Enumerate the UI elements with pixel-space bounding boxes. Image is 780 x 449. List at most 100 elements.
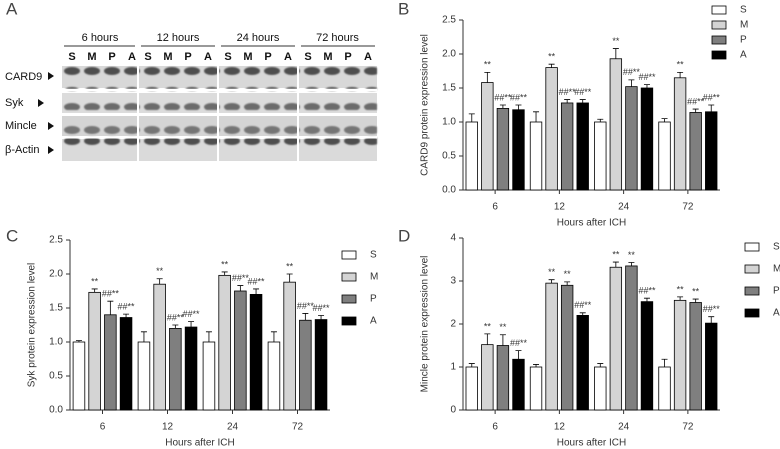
bar xyxy=(545,282,558,411)
error-bar xyxy=(156,278,163,285)
y-axis-title: Mincle protein expression level xyxy=(420,256,431,393)
bar xyxy=(184,326,198,411)
protein-label: Syk xyxy=(5,97,24,109)
y-tick-label: 0.0 xyxy=(442,185,456,196)
legend-label: M xyxy=(740,20,748,31)
annotation: ##** xyxy=(703,304,721,314)
bar xyxy=(560,284,574,411)
error-bar xyxy=(91,288,98,293)
bar xyxy=(689,302,702,411)
legend-swatch xyxy=(341,316,357,326)
y-tick-label: 2.5 xyxy=(49,235,63,246)
bar xyxy=(234,290,247,411)
error-bar xyxy=(661,358,668,367)
annotation: ** xyxy=(564,269,572,279)
error-bar xyxy=(205,331,212,342)
error-bar xyxy=(533,364,540,367)
legend-swatch xyxy=(711,5,727,15)
bar xyxy=(594,121,607,191)
error-bar xyxy=(318,315,325,320)
bar xyxy=(88,291,101,411)
y-tick-label: 0.5 xyxy=(49,371,63,382)
legend-label: S xyxy=(370,250,377,261)
error-bar xyxy=(579,99,586,103)
bar xyxy=(512,358,525,411)
bar xyxy=(673,77,687,191)
time-label: 24 hours xyxy=(237,32,280,44)
bar xyxy=(512,109,525,191)
blot-bands xyxy=(62,67,377,89)
annotation: ##** xyxy=(559,87,577,97)
error-bar xyxy=(677,296,684,301)
bar xyxy=(594,366,607,411)
bar xyxy=(202,341,216,411)
blot-dividers xyxy=(62,62,377,163)
x-tick-label: 6 xyxy=(492,422,498,433)
bar xyxy=(104,314,117,411)
x-tick-label: 6 xyxy=(492,202,498,213)
panel-label: C xyxy=(6,226,18,245)
annotation: ##** xyxy=(638,72,656,82)
bar xyxy=(218,274,231,411)
time-label: 72 hours xyxy=(316,32,359,44)
annotation: ##** xyxy=(183,309,201,319)
x-tick-label: 6 xyxy=(100,422,106,433)
lane-label: P xyxy=(264,51,271,63)
annotation: ** xyxy=(156,266,164,276)
y-tick-label: 2.5 xyxy=(442,15,456,26)
bar xyxy=(137,341,151,411)
legend-swatch xyxy=(711,20,727,30)
bar xyxy=(481,82,494,191)
bar xyxy=(169,327,182,411)
error-bar xyxy=(270,331,277,342)
error-bar xyxy=(515,350,522,360)
y-tick-label: 1.0 xyxy=(49,337,63,348)
bar xyxy=(481,344,494,411)
annotation: ##** xyxy=(297,301,315,311)
annotation: ##** xyxy=(574,300,592,310)
y-tick-label: 1.0 xyxy=(442,117,456,128)
protein-label: Mincle xyxy=(5,120,37,132)
error-bar xyxy=(628,262,635,266)
bar xyxy=(673,299,687,411)
y-tick-label: 1.5 xyxy=(442,83,456,94)
annotation: ** xyxy=(677,284,685,294)
time-label: 6 hours xyxy=(82,32,119,44)
annotation: ##** xyxy=(248,276,266,286)
time-label: 12 hours xyxy=(157,32,200,44)
error-bar xyxy=(140,331,147,342)
error-bar xyxy=(123,313,130,318)
y-tick-label: 2.0 xyxy=(49,269,63,280)
legend-swatch xyxy=(744,264,760,274)
bar xyxy=(609,58,623,191)
lane-label: S xyxy=(144,51,151,63)
y-tick-label: 0 xyxy=(450,405,456,416)
lane-label: P xyxy=(108,51,115,63)
error-bar xyxy=(484,333,491,345)
legend-swatch xyxy=(341,272,357,282)
legend-label: M xyxy=(773,264,780,275)
x-tick-label: 12 xyxy=(554,422,566,433)
legend-label: A xyxy=(773,308,780,319)
x-axis-title: Hours after ICH xyxy=(557,218,626,229)
error-bar xyxy=(221,271,228,276)
bar xyxy=(545,67,558,191)
legend-swatch xyxy=(744,308,760,318)
bar xyxy=(72,341,86,411)
annotation: ##** xyxy=(232,273,250,283)
annotation: ##** xyxy=(687,96,705,106)
lane-label: M xyxy=(87,51,96,63)
error-bar xyxy=(499,104,506,109)
bar xyxy=(153,283,166,411)
y-tick-label: 0.5 xyxy=(442,151,456,162)
panel-label: B xyxy=(398,0,409,18)
legend-swatch xyxy=(341,294,357,304)
bar xyxy=(314,319,328,411)
bar xyxy=(496,345,510,411)
error-bar xyxy=(612,261,619,268)
legend-label: P xyxy=(370,294,377,305)
bar xyxy=(560,102,574,191)
error-bar xyxy=(499,334,506,346)
legend-swatch xyxy=(744,242,760,252)
error-bar xyxy=(533,111,540,122)
